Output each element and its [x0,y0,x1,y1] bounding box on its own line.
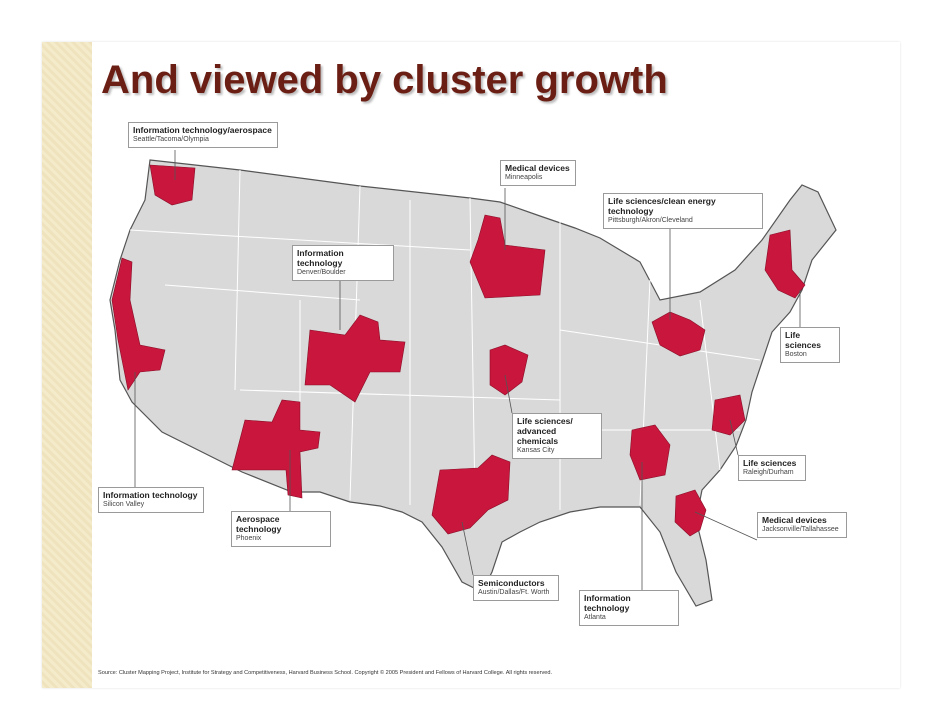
callout-subtitle: Boston [785,351,807,358]
callout-subtitle: Jacksonville/Tallahassee [762,526,839,533]
callout-subtitle: Phoenix [236,535,262,542]
callout: Life sciences Boston [780,327,840,363]
callout: Life sciences/ advanced chemicals Kansas … [512,413,602,459]
decor-stripe [42,42,92,688]
callout-subtitle: Atlanta [584,614,606,621]
cluster-regions [111,164,806,537]
callout-title: Information technology [584,593,631,613]
callout: Information technology Silicon Valley [98,487,204,513]
callout-subtitle: Seattle/Tacoma/Olympia [133,136,209,143]
callout-subtitle: Austin/Dallas/Ft. Worth [478,589,550,596]
leader-line [729,419,739,456]
callout: Life sciences/clean energy technology Pit… [603,193,763,229]
callout: Information technology/aerospace Seattle/… [128,122,278,148]
callout-title: Information technology [103,490,198,500]
leader-line [694,511,758,541]
callout-title: Semiconductors [478,578,545,588]
callout-title: Medical devices [762,515,827,525]
callout-subtitle: Silicon Valley [103,501,145,508]
callout-title: Life sciences/clean energy technology [608,196,716,216]
leader-line [461,521,474,576]
callout: Information technology Denver/Boulder [292,245,394,281]
callout: Information technology Atlanta [579,590,679,626]
callout: Semiconductors Austin/Dallas/Ft. Worth [473,575,559,601]
callout-subtitle: Denver/Boulder [297,269,346,276]
callout-title: Information technology/aerospace [133,125,272,135]
callout: Medical devices Minneapolis [500,160,576,186]
callout-subtitle: Pittsburgh/Akron/Cleveland [608,217,693,224]
callout: Life sciences Raleigh/Durham [738,455,806,481]
slide-title: And viewed by cluster growth [101,58,668,102]
callout-title: Life sciences [785,330,821,350]
callout-title: Life sciences/ advanced chemicals [517,416,573,446]
source-note: Source: Cluster Mapping Project, Institu… [98,670,553,676]
callout-title: Aerospace technology [236,514,282,534]
leader-lines [134,150,801,590]
callout-title: Information technology [297,248,344,268]
callout-title: Life sciences [743,458,797,468]
callout-title: Medical devices [505,163,570,173]
callout: Medical devices Jacksonville/Tallahassee [757,512,847,538]
callout-subtitle: Raleigh/Durham [743,469,794,476]
callout: Aerospace technology Phoenix [231,511,331,547]
callout-subtitle: Minneapolis [505,174,543,181]
callout-subtitle: Kansas City [517,447,555,454]
leader-line [504,374,513,414]
